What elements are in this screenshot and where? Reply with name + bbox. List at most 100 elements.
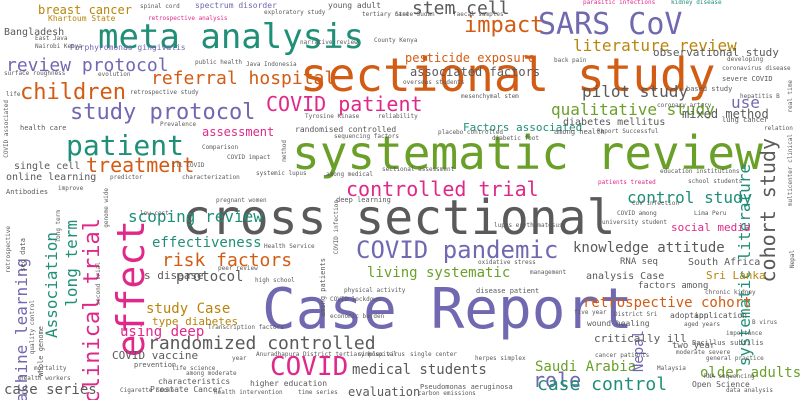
word-medical-students: medical students <box>352 362 487 378</box>
word-cohort-study: cohort study <box>756 138 780 283</box>
word-case-series: case series <box>4 382 97 398</box>
word-application: application <box>694 311 747 320</box>
word-knowledge-attitude: knowledge attitude <box>573 240 725 256</box>
word-herpes-simplex: herpes simplex <box>475 355 526 362</box>
word-east-java: East Java <box>35 35 68 42</box>
word-characteristics: characteristics <box>158 377 231 386</box>
word-using-deep: using deep <box>120 324 205 340</box>
word-patient: patient <box>66 129 185 162</box>
word-transcription-factors: Transcription factors <box>208 324 284 331</box>
word-multicenter-clinical: multicenter clinical <box>787 134 794 207</box>
word-wound-healing: wound healing <box>587 319 650 328</box>
word-randomised-controlled: randomised controlled <box>295 125 397 134</box>
word-critically-ill: critically ill <box>594 332 687 345</box>
word-life-science: life science <box>172 365 216 372</box>
word-sars-cov: SARS CoV <box>538 7 683 42</box>
word-two-year: two year <box>672 341 716 351</box>
word-b-virus: B virus <box>752 319 778 326</box>
word-second-trial: second trial <box>95 262 102 306</box>
word-mixed-method: mixed method <box>682 107 769 121</box>
word-health-care: health care <box>20 124 67 132</box>
word-covid-lockdown: COVID lockdown <box>330 296 381 303</box>
word-education-institutions: education institutions <box>660 168 740 175</box>
word-porphyromonas: Porphyromonas gingivalis <box>70 43 186 52</box>
word-faecal-samples: faecal samples <box>453 11 504 18</box>
word-relation: relation <box>764 125 793 132</box>
word-five-year: five year <box>574 309 607 316</box>
word-coronavirus-disease: coronavirus disease <box>722 65 791 72</box>
word-nepal-small: Nepal <box>789 250 796 269</box>
word-chronic-kidney: chronic kidney <box>705 289 756 296</box>
word-prevention: prevention <box>134 361 177 369</box>
word-sequencing-factors: sequencing factors <box>334 133 400 140</box>
word-prevalence: Prevalence <box>160 121 197 128</box>
word-analysis-case: analysis Case <box>586 271 665 282</box>
word-low-cost: low cost <box>140 210 169 217</box>
word-predictor: predictor <box>110 174 143 181</box>
word-retrospective-study: retrospective study <box>130 89 199 96</box>
word-prostate-cancer: Prostate Cancer <box>150 385 223 394</box>
word-living-systematic: living systematic <box>367 265 511 281</box>
word-older-adults: older adults <box>700 365 800 381</box>
word-anuradhapura: Anuradhapura District tertiary hospital <box>256 351 397 358</box>
word-treatment: treatment <box>86 153 195 177</box>
word-tyrosine: Tyrosine Kinase <box>305 113 360 120</box>
word-deep-learning: deep learning <box>336 196 391 204</box>
word-higher-education: higher education <box>250 379 328 388</box>
word-retrospective-analysis: retrospective analysis <box>148 15 228 22</box>
word-parasitic-infections: parasitic infections <box>583 0 656 6</box>
word-lupus: lupus erythematosus <box>494 222 563 229</box>
word-cov-infection: CoV infection <box>632 200 679 207</box>
word-carbon-emissions: carbon emissions <box>418 390 476 397</box>
word-based-study: based study <box>686 85 733 93</box>
word-case-report: Case Report <box>262 277 633 342</box>
word-pesticide-exposure: pesticide exposure <box>405 51 536 65</box>
word-evolution: evolution <box>98 71 131 78</box>
word-social-media: social media <box>671 221 751 234</box>
word-covid-associated: COVID associated <box>3 100 10 158</box>
word-java-indonesia: Java Indonesia <box>246 61 297 68</box>
word-real-time: real time <box>787 80 794 113</box>
word-lung-cancer: lung cancer <box>722 116 769 124</box>
word-association: Association <box>42 232 61 338</box>
word-covid-pandemic: COVID pandemic <box>356 236 559 264</box>
word-life: life <box>6 91 21 98</box>
word-study-protocol: study protocol <box>70 100 256 125</box>
word-year: year <box>232 355 247 362</box>
word-s-disease: s disease <box>144 269 204 282</box>
word-retrospective-cohort: retrospective cohort <box>583 295 752 311</box>
word-county-kenya: County Kenya <box>374 37 418 44</box>
word-lima-peru: Lima Peru <box>694 210 727 217</box>
word-spinal-cord: spinal cord <box>140 3 180 10</box>
word-mortality: mortality <box>34 365 67 372</box>
word-impact: impact <box>464 13 544 38</box>
word-severe-covid: severe COVID <box>722 75 773 83</box>
word-time-series: time series <box>298 389 338 396</box>
word-malaysia: Malaysia <box>657 365 686 372</box>
word-sectional-study: sectional study <box>300 48 716 102</box>
word-developing: developing <box>727 56 764 63</box>
word-surface-roughness: surface roughness <box>4 70 66 77</box>
word-diabetes-mellitus: diabetes mellitus <box>563 117 666 128</box>
word-literature-review: literature review <box>573 36 737 55</box>
word-cancer-patients: cancer patients <box>595 352 650 359</box>
word-antibodies: Antibodies <box>6 188 49 196</box>
word-bacillus: Bacillus subtilis <box>692 339 764 347</box>
word-rna-sequencing: RNA sequencing <box>704 373 755 380</box>
word-simplex-virus: simplex virus <box>358 351 405 358</box>
word-nairobi-kenya: Nairobi Kenya <box>35 43 82 50</box>
word-factors-among: factors among <box>638 281 709 291</box>
word-risk-factors: risk factors <box>162 250 293 271</box>
word-data-analysis: data analysis <box>726 387 773 394</box>
word-reliability: reliability <box>378 113 418 120</box>
word-among-medical: among medical <box>326 171 373 178</box>
word-controlled-trial: controlled trial <box>346 177 539 201</box>
word-back-pain: back pain <box>554 57 587 64</box>
word-whole-genome: Whole genome <box>37 326 45 377</box>
word-associated-factors: associated factors <box>410 65 541 79</box>
word-general-practice: general practice <box>706 355 764 362</box>
word-khartoum-state: Khartoum State <box>48 14 116 23</box>
word-role: role <box>533 368 582 392</box>
word-public-health: public health <box>195 59 242 66</box>
